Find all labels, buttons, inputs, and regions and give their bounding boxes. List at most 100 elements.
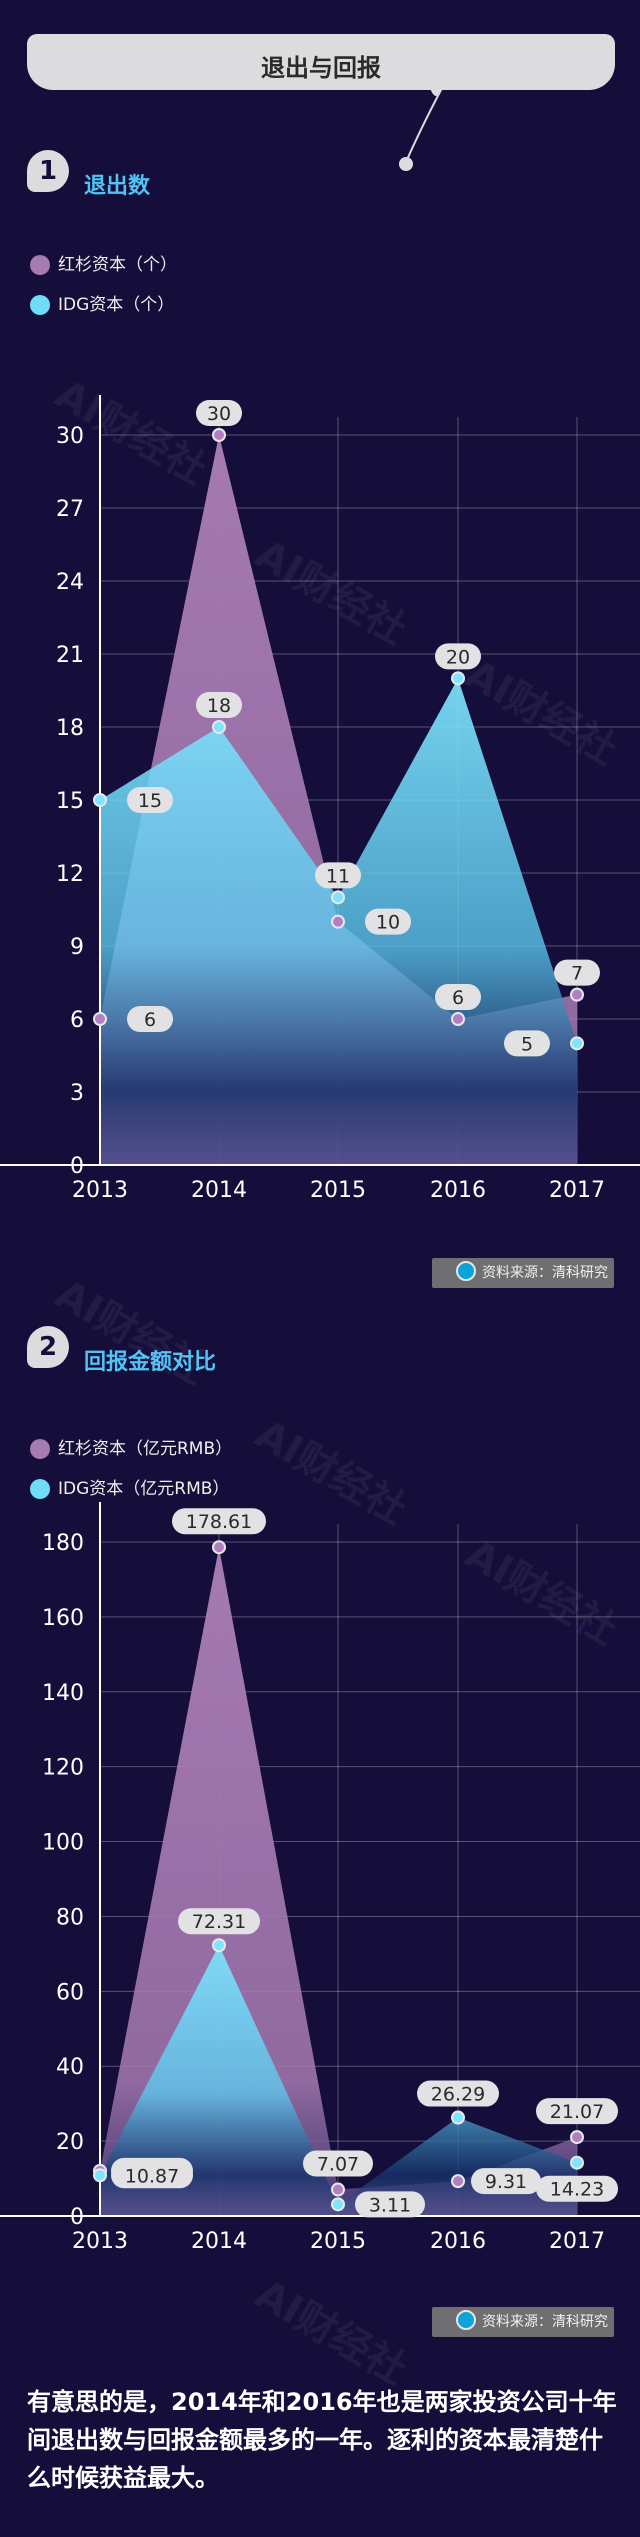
legend-label: IDG资本（亿元RMB） — [58, 1479, 230, 1499]
x-tick-label: 2016 — [430, 2229, 486, 2254]
data-label: 72.31 — [192, 1911, 246, 1933]
summary-paragraph: 有意思的是，2014年和2016年也是两家投资公司十年间退出数与回报金额最多的一… — [27, 2388, 617, 2492]
x-tick-label: 2017 — [549, 2229, 605, 2254]
data-point-hongshan — [451, 1012, 465, 1026]
data-label: 178.61 — [186, 1511, 252, 1533]
data-label-pill — [196, 400, 242, 426]
section-2-number: 2 — [27, 1326, 69, 1368]
header-banner: 退出与回报 — [27, 34, 615, 90]
section-2-title: 回报金额对比 — [84, 1350, 217, 1375]
data-label-pill — [315, 862, 361, 889]
data-label: 3.11 — [369, 2194, 411, 2216]
data-label-pill — [111, 2162, 193, 2189]
y-tick-label: 6 — [70, 1008, 84, 1033]
x-tick-label: 2014 — [191, 2229, 247, 2254]
data-label: 20 — [446, 646, 470, 668]
data-label: 21.07 — [550, 2101, 604, 2123]
y-tick-label: 80 — [56, 1905, 84, 1930]
data-label-pill — [196, 692, 242, 718]
data-point-idg — [331, 890, 345, 905]
legend-label: 红杉资本（亿元RMB） — [58, 1439, 233, 1459]
data-label-pill — [355, 2191, 425, 2218]
data-point-hongshan — [570, 2130, 584, 2145]
data-label: 30 — [207, 403, 231, 425]
data-label: 15 — [138, 790, 162, 812]
data-point-hongshan — [93, 1012, 107, 1026]
y-tick-label: 24 — [56, 570, 84, 595]
legend-1-item-idg: IDG资本（个） — [30, 290, 174, 315]
y-tick-label: 18 — [56, 716, 84, 741]
y-tick-label: 180 — [42, 1531, 84, 1556]
data-label-pill — [435, 643, 481, 670]
data-label: 7 — [571, 963, 583, 985]
data-point-hongshan — [331, 2182, 345, 2197]
banner-pointer — [399, 87, 444, 171]
data-label: 10 — [376, 912, 400, 934]
y-tick-label: 60 — [56, 1980, 84, 2005]
source-logo-icon — [456, 2310, 476, 2330]
data-label-pill — [127, 1006, 173, 1032]
data-label-pill — [365, 908, 411, 935]
chart-return-amount: 0 20 40 60 80 100 120 140 160 180 2013 2014 2015 2016… — [0, 1502, 640, 2254]
data-label: 5 — [521, 1033, 533, 1055]
data-label-pill — [536, 2175, 618, 2202]
data-label-pill — [127, 787, 173, 813]
data-label: 9.31 — [485, 2171, 527, 2193]
data-point-idg — [212, 1938, 226, 1953]
data-label-pill — [504, 1030, 550, 1057]
x-tick-label: 2013 — [72, 1178, 128, 1203]
y-tick-label: 9 — [70, 935, 84, 960]
data-label: 7.07 — [317, 2154, 359, 2176]
section-1-title: 退出数 — [84, 174, 151, 199]
data-point-hongshan — [451, 2174, 465, 2189]
y-tick-label: 100 — [42, 1831, 84, 1856]
x-tick-label: 2016 — [430, 1178, 486, 1203]
data-label: 10.87 — [125, 2165, 179, 2187]
legend-swatch-icon — [30, 295, 50, 315]
source-logo-icon — [456, 1261, 476, 1281]
y-tick-label: 15 — [56, 789, 84, 814]
y-tick-label: 140 — [42, 1681, 84, 1706]
y-tick-label: 160 — [42, 1606, 84, 1631]
source-label: 资料来源：清科研究 — [482, 2314, 608, 2330]
data-label-pill — [303, 2150, 373, 2177]
legend-label: 红杉资本（个） — [58, 255, 177, 275]
data-label: 18 — [207, 695, 231, 717]
series-area-idg — [100, 1945, 577, 2216]
data-point-idg — [93, 793, 107, 807]
y-tick-label: 0 — [70, 2205, 84, 2230]
data-label: 14.23 — [550, 2179, 604, 2201]
y-tick-label: 120 — [42, 1756, 84, 1781]
data-label-pill — [554, 959, 600, 986]
legend-swatch-icon — [30, 1439, 50, 1459]
x-tick-label: 2014 — [191, 1178, 247, 1203]
data-point-hongshan — [570, 987, 584, 1002]
y-tick-label: 40 — [56, 2055, 84, 2080]
x-tick-label: 2017 — [549, 1178, 605, 1203]
data-point-hongshan — [212, 428, 226, 442]
y-tick-label: 27 — [56, 497, 84, 522]
data-label: 6 — [144, 1009, 156, 1031]
source-label: 资料来源：清科研究 — [482, 1265, 608, 1281]
data-label-pill — [435, 984, 481, 1010]
x-tick-label: 2015 — [310, 1178, 366, 1203]
source-badge-1: 资料来源：清科研究 — [432, 1258, 614, 1288]
data-point-idg — [451, 2110, 465, 2125]
legend-swatch-icon — [30, 1479, 50, 1499]
data-label-pill — [172, 1508, 266, 1535]
data-point-idg — [212, 720, 226, 734]
y-tick-label: 3 — [70, 1081, 84, 1106]
source-badge-2: 资料来源：清科研究 — [432, 2307, 614, 2337]
x-tick-label: 2015 — [310, 2229, 366, 2254]
y-tick-label: 21 — [56, 643, 84, 668]
data-point-idg — [331, 2197, 345, 2212]
section-1-number: 1 — [27, 150, 69, 192]
data-label-pill — [536, 2098, 618, 2125]
data-point-idg — [570, 1036, 584, 1051]
data-point-hongshan — [331, 914, 345, 929]
y-tick-label: 12 — [56, 862, 84, 887]
y-tick-label: 30 — [56, 424, 84, 449]
data-label: 6 — [452, 987, 464, 1009]
legend-1-item-hongshan: 红杉资本（个） — [30, 250, 177, 275]
